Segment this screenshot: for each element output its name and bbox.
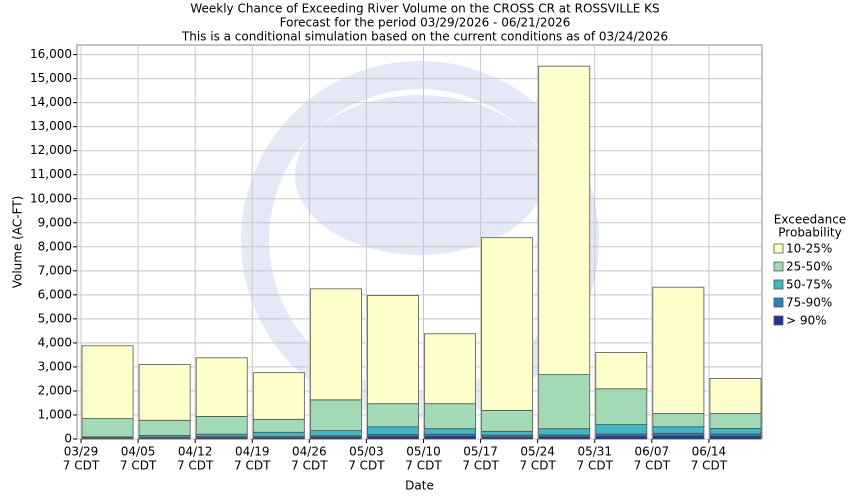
- y-tick-label: 15,000: [30, 71, 72, 85]
- y-tick-label: 4,000: [38, 335, 72, 349]
- x-tick-label: 7 CDT: [291, 459, 328, 473]
- bar-segment: [424, 403, 476, 430]
- bar-segment: [252, 431, 305, 437]
- bar-segment: [709, 378, 762, 414]
- legend-swatch: [773, 261, 784, 272]
- chart-title: Forecast for the period 03/29/2026 - 06/…: [280, 16, 571, 30]
- bar-segment: [481, 430, 534, 436]
- bar-segment: [481, 410, 534, 432]
- x-tick-label: 04/26: [292, 445, 327, 459]
- legend-swatch: [773, 297, 784, 308]
- bar-segment: [309, 399, 362, 431]
- legend-title: Exceedance: [774, 213, 846, 227]
- y-tick-label: 11,000: [30, 167, 72, 181]
- bar-segment: [652, 413, 705, 428]
- bar-segment: [652, 286, 705, 414]
- y-tick-label: 0: [64, 432, 72, 446]
- x-axis-title: Date: [405, 479, 434, 493]
- x-tick-label: 7 CDT: [120, 459, 157, 473]
- x-tick-label: 7 CDT: [405, 459, 442, 473]
- y-tick-label: 5,000: [38, 311, 72, 325]
- legend-swatch: [773, 315, 784, 326]
- legend-label: 50-75%: [786, 278, 832, 292]
- x-tick-label: 7 CDT: [691, 459, 728, 473]
- legend-label: 10-25%: [786, 242, 832, 256]
- x-tick-label: 03/29: [64, 445, 99, 459]
- bar-segment: [709, 428, 762, 435]
- watermark: [241, 61, 599, 419]
- x-tick-label: 7 CDT: [348, 459, 385, 473]
- bar-segment: [424, 333, 476, 405]
- bar-segment: [595, 352, 648, 390]
- bar-segment: [595, 424, 648, 435]
- y-tick-label: 3,000: [38, 359, 72, 373]
- y-tick-label: 1,000: [38, 407, 72, 421]
- chart-title: This is a conditional simulation based o…: [181, 30, 668, 44]
- x-tick-label: 04/19: [235, 445, 270, 459]
- y-tick-label: 13,000: [30, 119, 72, 133]
- x-tick-label: 06/07: [635, 445, 670, 459]
- x-tick-label: 7 CDT: [519, 459, 556, 473]
- bar-segment: [81, 418, 134, 438]
- legend-label: > 90%: [786, 314, 827, 328]
- bar-segment: [367, 295, 419, 405]
- bar-segment: [538, 374, 591, 430]
- y-tick-label: 9,000: [38, 215, 72, 229]
- bar-segment: [195, 416, 248, 435]
- bar-segment: [367, 403, 419, 428]
- x-tick-label: 7 CDT: [577, 459, 614, 473]
- bar-segment: [424, 428, 476, 435]
- bar-segment: [309, 288, 362, 401]
- bar-segment: [195, 357, 248, 417]
- bar-segment: [252, 372, 305, 420]
- legend-title: Probability: [778, 226, 841, 240]
- y-tick-label: 16,000: [30, 47, 72, 61]
- y-tick-label: 12,000: [30, 143, 72, 157]
- y-tick-label: 10,000: [30, 191, 72, 205]
- bar-segment: [709, 413, 762, 429]
- x-tick-label: 7 CDT: [462, 459, 499, 473]
- x-tick-label: 05/17: [463, 445, 498, 459]
- legend-label: 75-90%: [786, 296, 832, 310]
- bar-segment: [138, 419, 191, 436]
- bar-segment: [595, 388, 648, 425]
- bar-segment: [709, 435, 762, 440]
- y-tick-label: 7,000: [38, 263, 72, 277]
- y-tick-label: 6,000: [38, 287, 72, 301]
- x-tick-label: 05/24: [520, 445, 555, 459]
- bar-segment: [652, 435, 705, 440]
- chart-title: Weekly Chance of Exceeding River Volume …: [190, 2, 659, 16]
- x-tick-label: 06/14: [692, 445, 727, 459]
- y-axis-title: Volume (AC-FT): [11, 196, 25, 289]
- bar-segment: [424, 435, 476, 440]
- bar-segment: [81, 345, 134, 419]
- x-tick-label: 05/31: [577, 445, 612, 459]
- x-tick-label: 05/03: [349, 445, 384, 459]
- x-tick-label: 04/05: [121, 445, 156, 459]
- bar-segment: [367, 426, 419, 435]
- legend-swatch: [773, 243, 784, 254]
- legend-swatch: [773, 279, 784, 290]
- x-tick-label: 7 CDT: [177, 459, 214, 473]
- bar-segment: [538, 65, 591, 376]
- bar-segment: [252, 418, 305, 433]
- y-tick-label: 14,000: [30, 95, 72, 109]
- bar-segment: [481, 237, 534, 411]
- x-tick-label: 7 CDT: [234, 459, 271, 473]
- bar-segment: [138, 364, 191, 421]
- x-tick-label: 04/12: [178, 445, 213, 459]
- bar-segment: [652, 426, 705, 434]
- y-tick-label: 8,000: [38, 239, 72, 253]
- x-tick-label: 05/10: [406, 445, 441, 459]
- bar-segment: [595, 435, 648, 440]
- x-tick-label: 7 CDT: [63, 459, 100, 473]
- legend-label: 25-50%: [786, 260, 832, 274]
- y-tick-label: 2,000: [38, 383, 72, 397]
- bar-segment: [538, 428, 591, 436]
- x-tick-label: 7 CDT: [634, 459, 671, 473]
- bar-segment: [309, 430, 362, 437]
